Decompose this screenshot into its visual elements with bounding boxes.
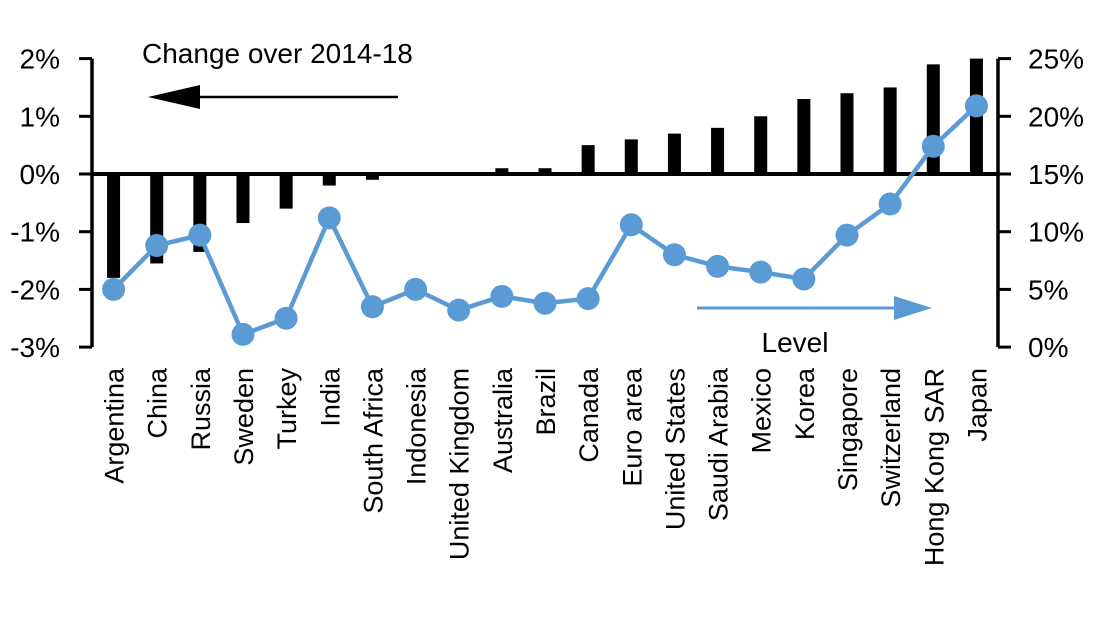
left-axis-tick-label: -2% bbox=[10, 274, 60, 305]
level-point bbox=[447, 298, 471, 322]
bar-series-annotation-label: Change over 2014-18 bbox=[142, 38, 413, 69]
bar bbox=[279, 174, 293, 209]
level-point bbox=[619, 213, 643, 237]
category-label: Turkey bbox=[272, 368, 302, 450]
level-point bbox=[878, 192, 902, 216]
level-point bbox=[749, 260, 773, 284]
category-label: Mexico bbox=[747, 368, 777, 454]
bar bbox=[840, 93, 854, 174]
bar bbox=[667, 133, 681, 174]
bar bbox=[107, 174, 121, 278]
category-label: Korea bbox=[790, 367, 820, 440]
bar bbox=[883, 87, 897, 174]
category-label: Argentina bbox=[100, 367, 130, 484]
category-label: Saudi Arabia bbox=[704, 367, 734, 521]
left-axis-tick-label: -1% bbox=[10, 217, 60, 248]
right-axis-tick-label: 0% bbox=[1028, 332, 1068, 363]
category-label: Switzerland bbox=[876, 368, 906, 508]
bar bbox=[495, 168, 509, 174]
right-axis-tick-label: 25% bbox=[1028, 44, 1084, 75]
bar bbox=[624, 139, 638, 174]
level-point bbox=[317, 206, 341, 230]
category-label: India bbox=[315, 367, 345, 427]
bar bbox=[322, 174, 336, 186]
left-axis-tick-label: -3% bbox=[10, 332, 60, 363]
category-label: Sweden bbox=[229, 368, 259, 466]
right-axis-tick-label: 15% bbox=[1028, 159, 1084, 190]
bar bbox=[236, 174, 250, 224]
bar bbox=[581, 145, 595, 174]
category-label: Japan bbox=[962, 368, 992, 442]
category-label: Canada bbox=[574, 367, 604, 463]
category-label: Australia bbox=[488, 367, 518, 473]
right-axis-tick-label: 10% bbox=[1028, 217, 1084, 248]
right-axis-tick-label: 20% bbox=[1028, 101, 1084, 132]
level-point bbox=[964, 94, 988, 118]
level-point bbox=[706, 254, 730, 278]
level-point bbox=[533, 291, 557, 315]
level-point bbox=[835, 223, 859, 247]
right-arrow-icon bbox=[894, 296, 932, 320]
category-label: Singapore bbox=[833, 368, 863, 491]
category-label: United Kingdom bbox=[445, 368, 475, 560]
category-label: Indonesia bbox=[402, 367, 432, 485]
left-axis-tick-label: 1% bbox=[20, 101, 60, 132]
bar bbox=[365, 174, 379, 180]
level-point bbox=[490, 284, 514, 308]
left-axis-tick-label: 0% bbox=[20, 159, 60, 190]
level-point bbox=[231, 322, 255, 346]
bar bbox=[711, 127, 725, 174]
level-point bbox=[274, 306, 298, 330]
category-label: United States bbox=[660, 368, 690, 530]
category-label: Euro area bbox=[617, 367, 647, 487]
level-point bbox=[188, 223, 212, 247]
left-axis-tick-label: 2% bbox=[20, 44, 60, 75]
left-arrow-icon bbox=[148, 85, 200, 109]
level-point bbox=[404, 277, 428, 301]
level-point bbox=[576, 287, 600, 311]
level-point bbox=[792, 267, 816, 291]
category-label: Russia bbox=[186, 367, 216, 451]
line-series-annotation-label: Level bbox=[762, 327, 829, 358]
level-point bbox=[145, 234, 169, 258]
category-label: Hong Kong SAR bbox=[919, 368, 949, 566]
level-point bbox=[102, 277, 126, 301]
bar bbox=[754, 116, 768, 174]
level-point bbox=[662, 243, 686, 267]
category-label: South Africa bbox=[358, 367, 388, 514]
category-label: China bbox=[143, 367, 173, 439]
category-label: Brazil bbox=[531, 368, 561, 436]
level-point bbox=[921, 134, 945, 158]
right-axis-tick-label: 5% bbox=[1028, 274, 1068, 305]
level-point bbox=[360, 295, 384, 319]
bar bbox=[797, 98, 811, 174]
bar bbox=[538, 168, 552, 174]
